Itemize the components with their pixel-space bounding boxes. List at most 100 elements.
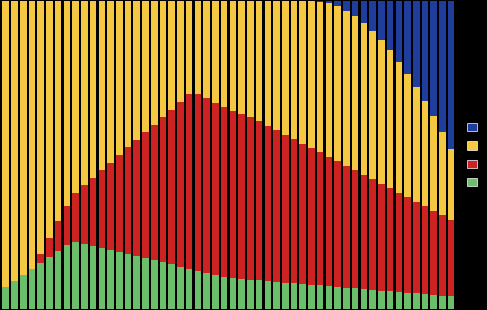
Bar: [343, 1, 350, 11]
Bar: [317, 153, 323, 286]
Bar: [448, 296, 454, 309]
Bar: [125, 1, 131, 148]
Bar: [395, 1, 402, 62]
Bar: [46, 237, 53, 257]
Bar: [264, 126, 271, 281]
Bar: [212, 1, 219, 103]
Bar: [64, 245, 70, 309]
Bar: [422, 1, 428, 101]
Bar: [369, 179, 376, 290]
Bar: [439, 296, 446, 309]
Bar: [404, 293, 411, 309]
Bar: [90, 246, 96, 309]
Bar: [343, 166, 350, 288]
Bar: [11, 281, 18, 309]
Bar: [431, 116, 437, 210]
Bar: [431, 1, 437, 116]
Bar: [387, 1, 393, 51]
Bar: [335, 1, 341, 6]
Bar: [20, 275, 26, 309]
Bar: [395, 292, 402, 309]
Bar: [247, 117, 254, 280]
Bar: [413, 1, 420, 87]
Bar: [300, 144, 306, 284]
Bar: [326, 157, 332, 286]
Bar: [431, 210, 437, 295]
Bar: [395, 193, 402, 292]
Bar: [204, 1, 210, 98]
Bar: [387, 188, 393, 291]
Bar: [229, 1, 236, 111]
Bar: [2, 287, 9, 309]
Bar: [378, 1, 385, 40]
Bar: [195, 271, 201, 309]
Bar: [29, 269, 35, 309]
Bar: [256, 121, 262, 281]
Legend: , , , : , , ,: [465, 121, 487, 189]
Bar: [81, 1, 88, 185]
Bar: [326, 1, 332, 3]
Bar: [151, 260, 157, 309]
Bar: [317, 286, 323, 309]
Bar: [360, 289, 367, 309]
Bar: [160, 262, 166, 309]
Bar: [369, 1, 376, 31]
Bar: [238, 279, 245, 309]
Bar: [29, 1, 35, 269]
Bar: [116, 155, 123, 252]
Bar: [256, 281, 262, 309]
Bar: [195, 1, 201, 94]
Bar: [212, 103, 219, 275]
Bar: [204, 98, 210, 273]
Bar: [186, 95, 192, 268]
Bar: [186, 268, 192, 309]
Bar: [256, 1, 262, 121]
Bar: [308, 1, 315, 148]
Bar: [142, 258, 149, 309]
Bar: [177, 102, 184, 267]
Bar: [413, 294, 420, 309]
Bar: [133, 140, 140, 256]
Bar: [404, 197, 411, 293]
Bar: [422, 206, 428, 294]
Bar: [98, 1, 105, 170]
Bar: [439, 132, 446, 215]
Bar: [98, 170, 105, 248]
Bar: [448, 149, 454, 219]
Bar: [282, 1, 288, 135]
Bar: [413, 87, 420, 202]
Bar: [387, 291, 393, 309]
Bar: [107, 163, 114, 250]
Bar: [229, 278, 236, 309]
Bar: [169, 110, 175, 264]
Bar: [212, 275, 219, 309]
Bar: [369, 290, 376, 309]
Bar: [11, 1, 18, 281]
Bar: [326, 286, 332, 309]
Bar: [343, 288, 350, 309]
Bar: [291, 283, 297, 309]
Bar: [73, 1, 79, 193]
Bar: [142, 132, 149, 258]
Bar: [125, 148, 131, 254]
Bar: [326, 3, 332, 157]
Bar: [369, 31, 376, 179]
Bar: [160, 117, 166, 262]
Bar: [404, 1, 411, 74]
Bar: [221, 1, 227, 107]
Bar: [282, 283, 288, 309]
Bar: [116, 1, 123, 155]
Bar: [360, 1, 367, 23]
Bar: [151, 125, 157, 260]
Bar: [186, 1, 192, 95]
Bar: [46, 257, 53, 309]
Bar: [247, 280, 254, 309]
Bar: [64, 206, 70, 245]
Bar: [404, 74, 411, 197]
Bar: [395, 62, 402, 193]
Bar: [378, 290, 385, 309]
Bar: [431, 295, 437, 309]
Bar: [116, 252, 123, 309]
Bar: [291, 139, 297, 283]
Bar: [238, 1, 245, 114]
